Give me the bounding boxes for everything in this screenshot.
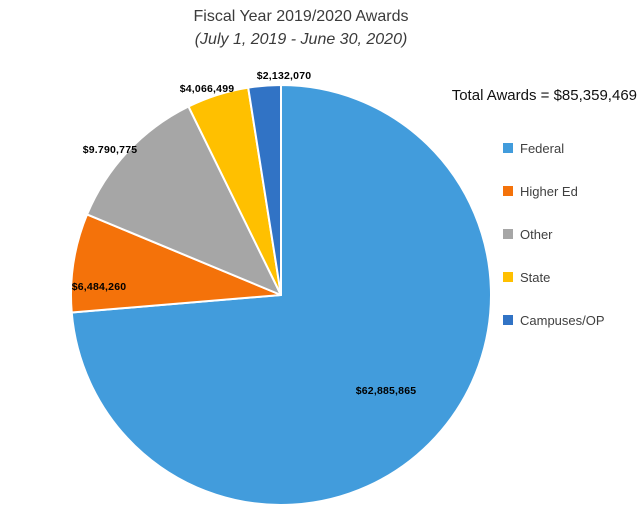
pie-slice-campuses-op [247,84,282,296]
legend-item-federal: Federal [503,140,565,156]
legend-swatch-icon [503,272,513,282]
legend-swatch-icon [503,186,513,196]
legend-item-state: State [503,269,551,285]
slice-value-label-higher-ed: $6,484,260 [71,281,127,293]
legend-item-campuses-op: Campuses/OP [503,312,605,328]
pie-slice-other [86,105,282,296]
legend-label: Federal [520,140,565,156]
slice-value-label-federal: $62,885,865 [355,385,417,397]
legend-label: Higher Ed [520,183,578,199]
slice-value-label-state: $4,066,499 [179,83,235,95]
legend-swatch-icon [503,315,513,325]
chart-subtitle: (July 1, 2019 - June 30, 2020) [194,31,408,48]
legend-swatch-icon [503,229,513,239]
legend-label: State [520,269,551,285]
legend-item-other: Other [503,226,553,242]
legend-label: Campuses/OP [520,312,605,328]
chart-title: Fiscal Year 2019/2020 Awards [193,8,409,25]
slice-value-label-campuses-op: $2,132,070 [256,70,312,82]
slice-value-label-other: $9.790,775 [82,144,138,156]
total-awards-text: Total Awards = $85,359,469 [451,87,637,104]
pie-slice-higher-ed [70,213,282,314]
legend-label: Other [520,226,553,242]
legend-swatch-icon [503,143,513,153]
legend-item-higher-ed: Higher Ed [503,183,578,199]
